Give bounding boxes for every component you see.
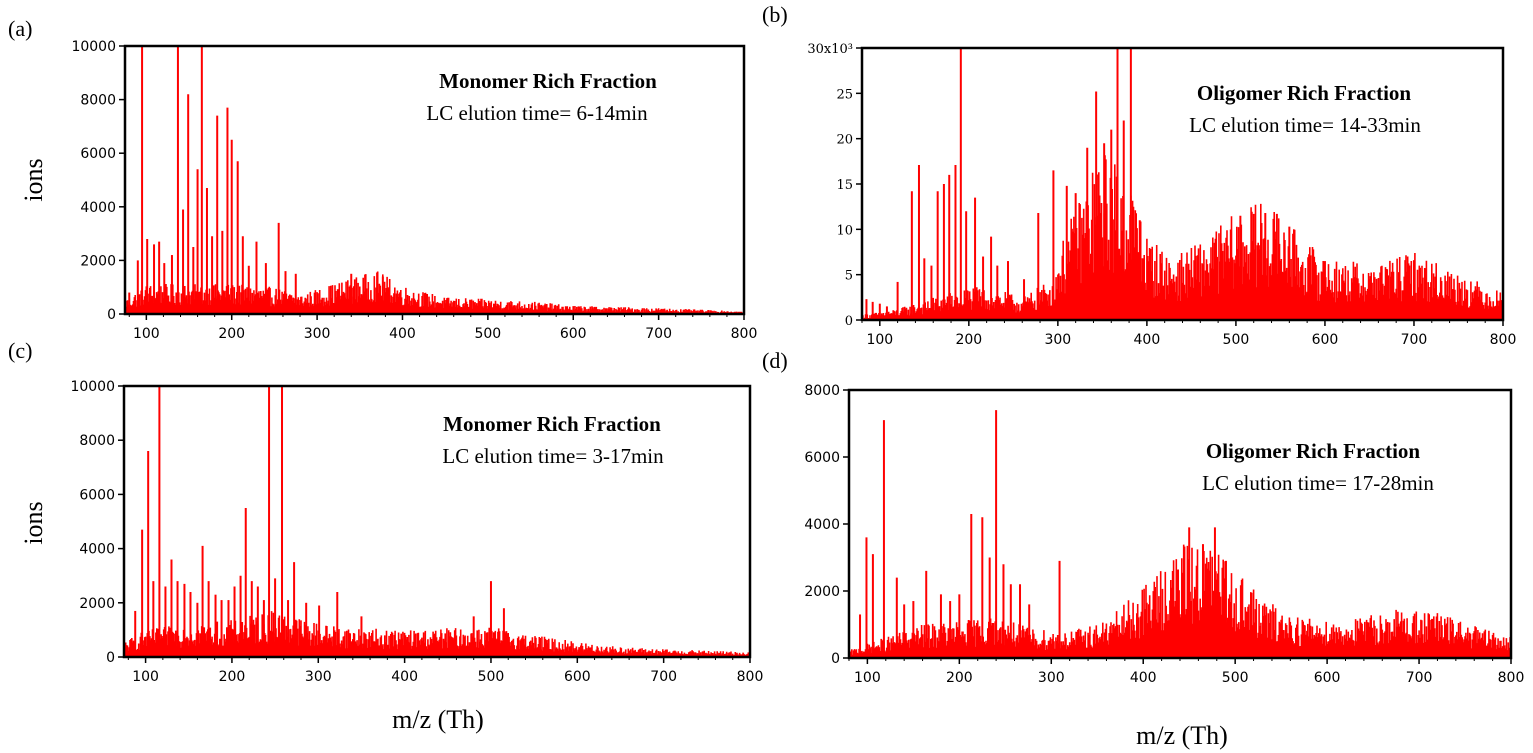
y-tick-label: 6000 — [80, 146, 116, 162]
x-tick-label: 800 — [731, 326, 758, 342]
panel-a-frame — [123, 44, 746, 316]
panel-b: (b) 0 5 10 15 20 25 30x10³ 100 200 300 400 500 600 7… — [762, 2, 1516, 348]
y-tick-label: 4000 — [79, 542, 115, 558]
panel-d-label: (d) — [762, 348, 788, 373]
x-tick-label: 400 — [389, 326, 416, 342]
spectrum-background-bars — [862, 155, 1504, 320]
panel-a-bars — [125, 46, 745, 314]
x-tick-label: 600 — [1312, 332, 1339, 348]
panel-d-annotation-title: Oligomer Rich Fraction — [1206, 439, 1421, 463]
x-tick-label: 500 — [478, 669, 505, 685]
panel-b-label: (b) — [762, 2, 788, 27]
panel-c-y-ticks: 0 2000 4000 6000 8000 10000 — [70, 379, 124, 666]
x-tick-label: 100 — [866, 332, 893, 348]
x-tick-label: 800 — [1498, 670, 1525, 686]
panel-a-annotation-title: Monomer Rich Fraction — [439, 69, 657, 93]
panel-b-annotation-subtitle: LC elution time= 14-33min — [1189, 113, 1421, 137]
panel-d-y-ticks: 0 2000 4000 6000 8000 — [804, 383, 849, 667]
y-tick-label: 2000 — [804, 584, 840, 600]
x-tick-label: 200 — [219, 669, 246, 685]
y-tick-label: 10 — [836, 223, 853, 238]
x-tick-label: 300 — [304, 326, 331, 342]
spectrum-background-bars — [849, 544, 1512, 658]
panel-c-label: (c) — [8, 338, 32, 363]
panel-a-label: (a) — [8, 16, 32, 41]
x-tick-label: 700 — [650, 669, 677, 685]
y-tick-label: 0 — [845, 314, 853, 329]
spectrum-background-bars — [124, 611, 751, 657]
x-tick-label: 100 — [132, 669, 159, 685]
panel-c-annotation-subtitle: LC elution time= 3-17min — [442, 444, 664, 468]
y-tick-label: 0 — [107, 307, 116, 323]
x-tick-label: 700 — [645, 326, 672, 342]
y-tick-label: 30x10³ — [807, 42, 853, 57]
x-tick-label: 800 — [1490, 332, 1517, 348]
x-tick-label: 200 — [218, 326, 245, 342]
panel-c-bars — [124, 386, 751, 657]
y-tick-label: 8000 — [79, 433, 115, 449]
x-tick-label: 500 — [1222, 670, 1249, 686]
y-tick-label: 8000 — [804, 383, 840, 399]
x-tick-label: 200 — [946, 670, 973, 686]
x-tick-label: 600 — [1314, 670, 1341, 686]
x-tick-label: 100 — [133, 326, 160, 342]
spectrum-background-bars — [125, 271, 745, 314]
panel-a-annotation-subtitle: LC elution time= 6-14min — [426, 101, 648, 125]
panel-d-x-ticks: 100 200 300 400 500 600 700 800 — [848, 658, 1525, 686]
y-tick-label: 20 — [836, 133, 853, 148]
x-tick-label: 400 — [1134, 332, 1161, 348]
y-tick-label: 6000 — [804, 450, 840, 466]
x-tick-label: 400 — [1130, 670, 1157, 686]
panel-b-y-ticks: 0 5 10 15 20 25 30x10³ — [807, 42, 862, 329]
panel-a: (a) 0 2000 4000 6000 8000 10000 100 200 300 400 5… — [8, 16, 757, 342]
y-axis-title-bottom: ions — [19, 501, 48, 544]
x-tick-label: 600 — [560, 326, 587, 342]
y-tick-label: 4000 — [80, 200, 116, 216]
x-tick-label: 600 — [564, 669, 591, 685]
panel-d: (d) 0 2000 4000 6000 8000 100 200 300 400 500 600… — [762, 348, 1524, 686]
y-tick-label: 0 — [106, 650, 115, 666]
x-tick-label: 300 — [1044, 332, 1071, 348]
panel-c-x-ticks: 100 200 300 400 500 600 700 800 — [127, 657, 764, 685]
panel-b-annotation-title: Oligomer Rich Fraction — [1197, 81, 1412, 105]
panel-d-bars — [849, 410, 1512, 658]
y-tick-label: 0 — [831, 651, 840, 667]
y-tick-label: 2000 — [79, 596, 115, 612]
panel-d-annotation-subtitle: LC elution time= 17-28min — [1202, 471, 1434, 495]
x-tick-label: 700 — [1406, 670, 1433, 686]
y-tick-label: 15 — [836, 178, 853, 193]
x-tick-label: 300 — [1038, 670, 1065, 686]
y-tick-label: 5 — [845, 269, 853, 284]
x-tick-label: 400 — [391, 669, 418, 685]
x-axis-title-left: m/z (Th) — [392, 705, 484, 734]
y-axis-title-top: ions — [19, 158, 48, 201]
y-tick-label: 10000 — [71, 39, 116, 55]
panel-b-x-ticks: 100 200 300 400 500 600 700 800 — [861, 320, 1517, 348]
y-tick-label: 25 — [836, 87, 853, 102]
y-tick-label: 10000 — [70, 379, 115, 395]
panel-a-y-ticks: 0 2000 4000 6000 8000 10000 — [71, 39, 125, 323]
panel-a-x-ticks: 100 200 300 400 500 600 700 800 — [128, 314, 758, 342]
panel-c-frame — [122, 384, 752, 659]
y-tick-label: 4000 — [804, 517, 840, 533]
x-tick-label: 200 — [955, 332, 982, 348]
x-axis-title-right: m/z (Th) — [1136, 721, 1228, 750]
x-tick-label: 300 — [305, 669, 332, 685]
panel-c-annotation-title: Monomer Rich Fraction — [443, 412, 661, 436]
x-tick-label: 100 — [854, 670, 881, 686]
y-tick-label: 6000 — [79, 487, 115, 503]
panel-b-bars — [862, 48, 1504, 320]
panel-c: (c) 0 2000 4000 6000 8000 10000 100 200 300 400 5… — [8, 338, 763, 685]
y-tick-label: 2000 — [80, 253, 116, 269]
x-tick-label: 500 — [1223, 332, 1250, 348]
x-tick-label: 500 — [474, 326, 501, 342]
y-tick-label: 8000 — [80, 93, 116, 109]
x-tick-label: 700 — [1401, 332, 1428, 348]
x-tick-label: 800 — [737, 669, 764, 685]
